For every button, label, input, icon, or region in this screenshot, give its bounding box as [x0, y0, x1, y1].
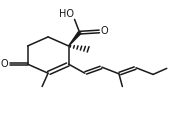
Text: O: O	[101, 26, 108, 36]
Polygon shape	[68, 32, 81, 46]
Text: HO: HO	[59, 9, 74, 19]
Text: O: O	[0, 59, 8, 69]
